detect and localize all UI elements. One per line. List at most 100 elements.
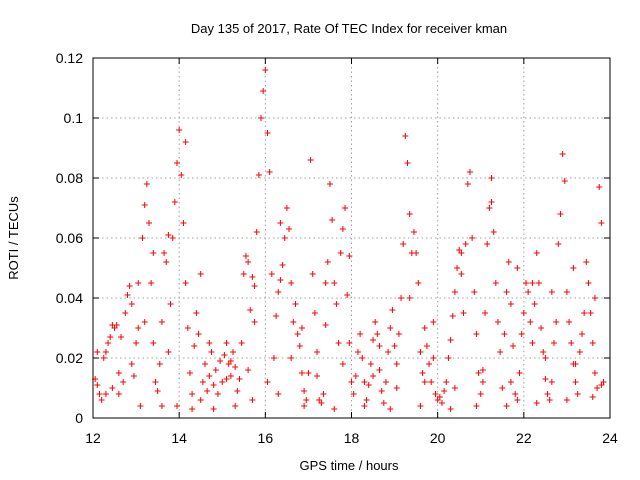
- data-point: [311, 310, 318, 316]
- data-point: [354, 349, 361, 355]
- data-point: [393, 385, 400, 391]
- data-point: [346, 340, 353, 346]
- data-point: [382, 379, 389, 385]
- data-point: [324, 259, 331, 265]
- data-point: [477, 391, 484, 397]
- data-point: [212, 367, 219, 373]
- data-point: [486, 205, 493, 211]
- data-point: [314, 349, 321, 355]
- data-point: [100, 355, 107, 361]
- data-point: [120, 379, 127, 385]
- data-point: [262, 67, 269, 73]
- data-point: [268, 271, 275, 277]
- data-point: [240, 271, 247, 277]
- data-point: [255, 172, 262, 178]
- data-point: [126, 283, 133, 289]
- data-point: [482, 310, 489, 316]
- data-point: [387, 325, 394, 331]
- data-point: [273, 313, 280, 319]
- data-point: [167, 301, 174, 307]
- data-point: [400, 241, 407, 247]
- data-point: [378, 388, 385, 394]
- data-point: [572, 379, 579, 385]
- data-point: [591, 295, 598, 301]
- data-point: [417, 403, 424, 409]
- data-point: [594, 385, 601, 391]
- data-points: [92, 67, 607, 412]
- data-point: [359, 355, 366, 361]
- data-point: [102, 349, 109, 355]
- data-point: [109, 322, 116, 328]
- data-point: [314, 373, 321, 379]
- data-point: [342, 205, 349, 211]
- data-point: [292, 301, 299, 307]
- data-point: [165, 232, 172, 238]
- data-point: [303, 397, 310, 403]
- data-point: [473, 403, 480, 409]
- data-point: [563, 289, 570, 295]
- data-point: [492, 280, 499, 286]
- data-point: [176, 127, 183, 133]
- data-point: [251, 319, 258, 325]
- data-point: [546, 397, 553, 403]
- data-point: [98, 397, 105, 403]
- data-point: [572, 361, 579, 367]
- data-point: [581, 310, 588, 316]
- data-point: [163, 259, 170, 265]
- data-point: [503, 403, 510, 409]
- data-point: [174, 403, 181, 409]
- data-point: [447, 406, 454, 412]
- data-point: [430, 355, 437, 361]
- data-point: [423, 343, 430, 349]
- y-tick-label: 0.1: [64, 110, 84, 126]
- data-point: [527, 319, 534, 325]
- data-point: [251, 283, 258, 289]
- data-point: [94, 382, 101, 388]
- data-point: [380, 400, 387, 406]
- data-point: [275, 289, 282, 295]
- data-point: [195, 331, 202, 337]
- data-point: [301, 403, 308, 409]
- data-point: [264, 379, 271, 385]
- data-point: [143, 181, 150, 187]
- data-point: [169, 235, 176, 241]
- data-point: [550, 340, 557, 346]
- data-point: [570, 265, 577, 271]
- data-point: [277, 220, 284, 226]
- data-point: [277, 277, 284, 283]
- data-point: [204, 388, 211, 394]
- data-point: [150, 250, 157, 256]
- data-point: [522, 280, 529, 286]
- data-point: [156, 361, 163, 367]
- data-point: [598, 220, 605, 226]
- data-point: [374, 331, 381, 337]
- data-point: [365, 382, 372, 388]
- data-point: [146, 220, 153, 226]
- data-point: [118, 334, 125, 340]
- data-point: [96, 391, 103, 397]
- data-point: [158, 319, 165, 325]
- data-point: [419, 370, 426, 376]
- data-point: [270, 355, 277, 361]
- data-point: [158, 403, 165, 409]
- data-point: [389, 307, 396, 313]
- data-point: [445, 355, 452, 361]
- data-point: [555, 241, 562, 247]
- data-point: [182, 280, 189, 286]
- data-point: [566, 319, 573, 325]
- data-point: [288, 355, 295, 361]
- data-point: [432, 391, 439, 397]
- data-point: [214, 391, 221, 397]
- data-point: [290, 319, 297, 325]
- data-point: [548, 289, 555, 295]
- data-point: [458, 271, 465, 277]
- data-point: [507, 379, 514, 385]
- data-point: [296, 343, 303, 349]
- data-point: [150, 340, 157, 346]
- x-tick-label: 20: [430, 430, 446, 446]
- data-point: [135, 325, 142, 331]
- data-point: [247, 307, 254, 313]
- data-point: [589, 340, 596, 346]
- data-point: [206, 340, 213, 346]
- data-point: [171, 199, 178, 205]
